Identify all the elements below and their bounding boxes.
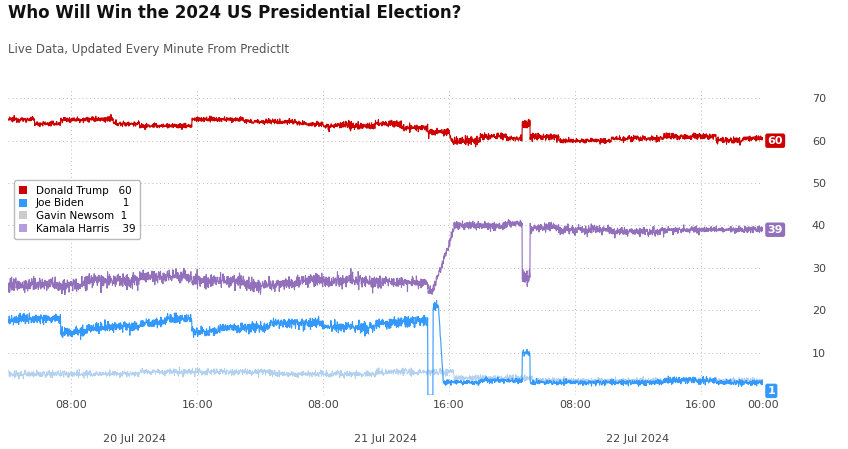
Text: 39: 39 (767, 225, 783, 235)
Text: 21 Jul 2024: 21 Jul 2024 (354, 434, 417, 444)
Text: 20 Jul 2024: 20 Jul 2024 (103, 434, 166, 444)
Text: 22 Jul 2024: 22 Jul 2024 (606, 434, 669, 444)
Text: 60: 60 (767, 136, 783, 145)
Text: Live Data, Updated Every Minute From PredictIt: Live Data, Updated Every Minute From Pre… (8, 43, 290, 56)
Text: Who Will Win the 2024 US Presidential Election?: Who Will Win the 2024 US Presidential El… (8, 4, 462, 22)
Legend: Donald Trump   60, Joe Biden            1, Gavin Newsom  1, Kamala Harris    39: Donald Trump 60, Joe Biden 1, Gavin News… (14, 180, 141, 239)
Text: 1: 1 (767, 386, 775, 396)
